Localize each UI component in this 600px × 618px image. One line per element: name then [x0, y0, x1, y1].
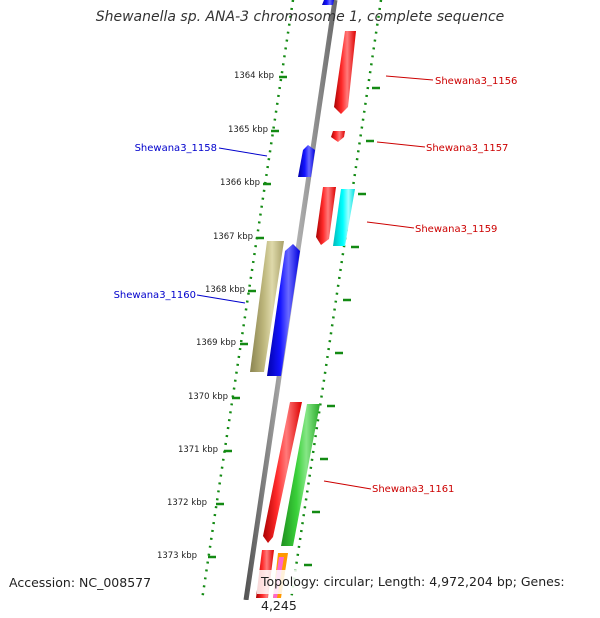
tick-marks-inner — [208, 75, 287, 559]
gene-label[interactable]: Shewana3_1156 — [435, 76, 517, 87]
gene-feature[interactable] — [316, 187, 336, 245]
gene-label[interactable]: Shewana3_1159 — [415, 224, 497, 235]
tick-label: 1366 kbp — [220, 178, 260, 188]
genome-map: 1364 kbp 1365 kbp 1366 kbp 1367 kbp 1368… — [114, 0, 517, 600]
tick-label: 1373 kbp — [157, 551, 197, 561]
label-leader — [218, 147, 268, 157]
gene-feature[interactable] — [334, 31, 356, 114]
map-title: Shewanella sp. ANA-3 chromosome 1, compl… — [95, 9, 505, 25]
tick-label: 1367 kbp — [213, 232, 253, 242]
gene-feature[interactable] — [281, 404, 320, 546]
gene-feature[interactable] — [333, 189, 355, 246]
tick-marks — [304, 86, 380, 567]
label-leader — [323, 480, 372, 490]
gene-feature[interactable] — [263, 402, 302, 543]
gene-label[interactable]: Shewana3_1161 — [372, 484, 454, 495]
tick-label: 1364 kbp — [234, 71, 274, 81]
accession-text: Accession: NC_008577 — [9, 575, 152, 590]
gene-feature[interactable] — [250, 241, 284, 372]
tick-label: 1370 kbp — [188, 392, 228, 402]
gene-feature[interactable] — [267, 244, 300, 376]
tick-label: 1368 kbp — [205, 285, 245, 295]
gene-label[interactable]: Shewana3_1157 — [426, 143, 508, 154]
genome-summary: Topology: circular; Length: 4,972,204 bp… — [257, 570, 600, 613]
label-leader — [366, 221, 415, 229]
label-leader — [385, 75, 434, 81]
tick-label: 1365 kbp — [228, 125, 268, 135]
label-leader — [196, 294, 246, 304]
ruler-outer — [289, 0, 383, 600]
gene-feature[interactable] — [322, 0, 334, 5]
gene-label[interactable]: Shewana3_1160 — [114, 290, 196, 301]
ruler-inner — [200, 0, 295, 600]
label-leader — [376, 141, 426, 148]
gene-feature[interactable] — [298, 145, 315, 177]
tick-label: 1369 kbp — [196, 338, 236, 348]
tick-label: 1372 kbp — [167, 498, 207, 508]
gene-label[interactable]: Shewana3_1158 — [135, 143, 217, 154]
gene-feature[interactable] — [331, 131, 345, 142]
tick-label: 1371 kbp — [178, 445, 218, 455]
